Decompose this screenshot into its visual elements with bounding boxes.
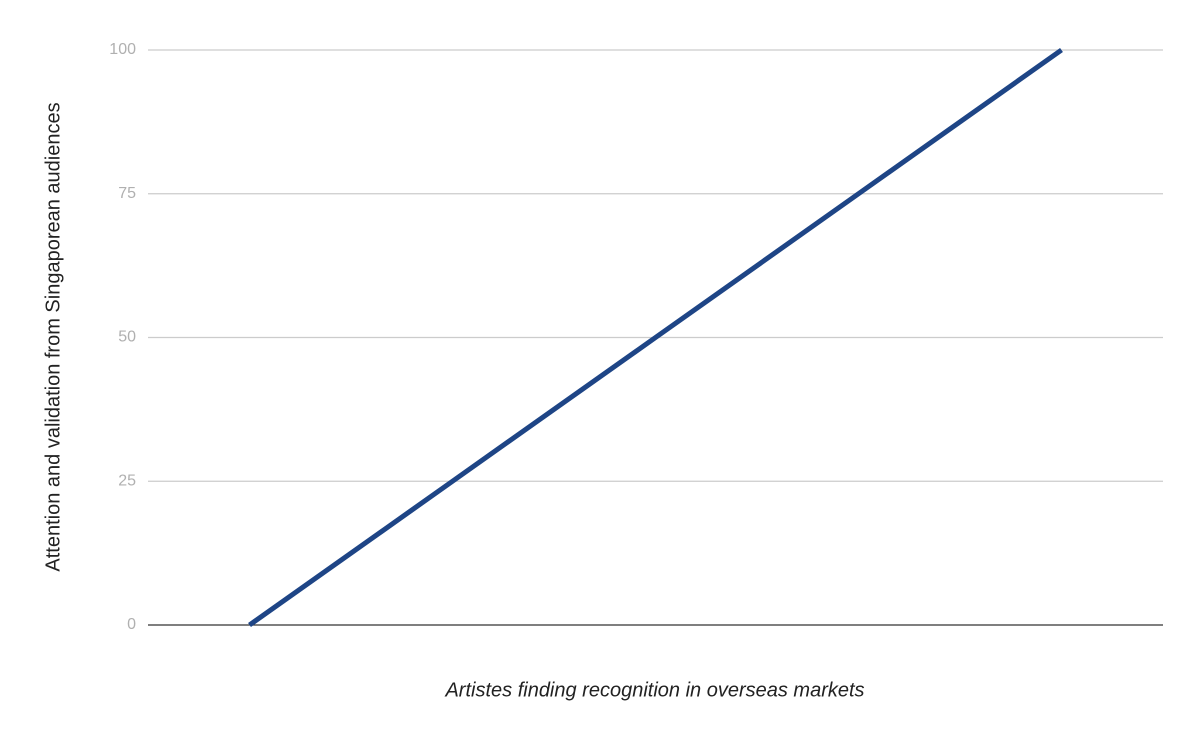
- y-tick-label: 25: [118, 472, 136, 489]
- y-tick-label: 50: [118, 329, 136, 346]
- y-tick-label: 100: [109, 41, 136, 58]
- y-axis-title: Attention and validation from Singaporea…: [42, 102, 64, 571]
- y-tick-label: 0: [127, 616, 136, 633]
- line-series: [248, 47, 1063, 628]
- x-axis-title: Artistes finding recognition in overseas…: [444, 679, 864, 701]
- y-tick-label: 75: [118, 185, 136, 202]
